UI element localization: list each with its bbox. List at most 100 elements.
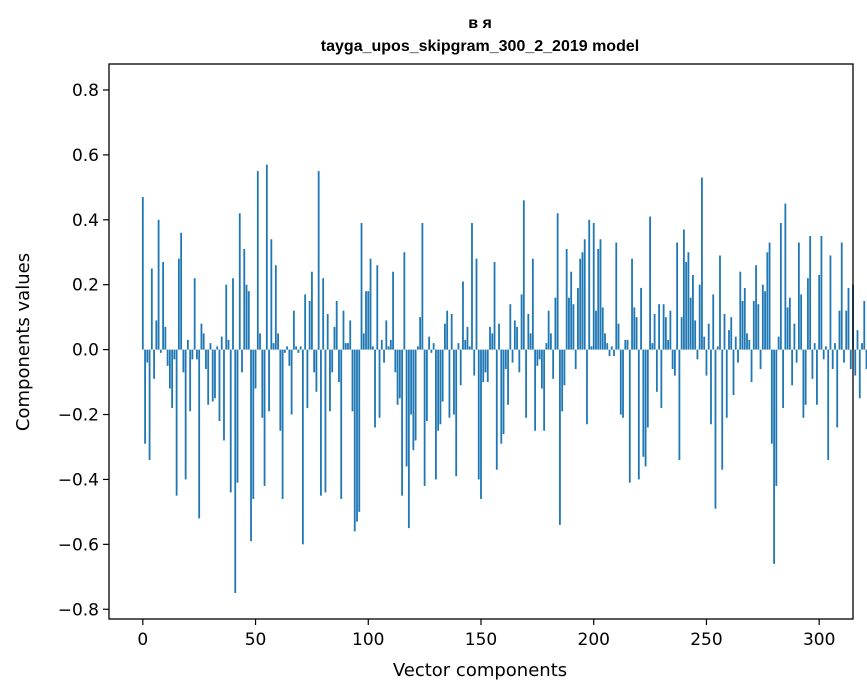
bar — [714, 349, 717, 509]
bar — [694, 320, 697, 350]
bar — [243, 249, 246, 350]
bar — [347, 343, 349, 350]
bar — [387, 346, 390, 350]
bar — [518, 349, 521, 373]
bar — [412, 349, 415, 451]
bar — [425, 349, 428, 422]
bar — [263, 349, 266, 486]
bar — [482, 349, 485, 383]
bar — [516, 326, 518, 350]
bar — [283, 349, 286, 353]
bar — [480, 349, 482, 499]
bar — [311, 271, 313, 350]
bar — [683, 229, 685, 350]
bar — [247, 291, 250, 350]
bar — [858, 349, 861, 399]
bar — [209, 343, 212, 350]
y-tick-label: −0.6 — [58, 535, 99, 555]
bars-group — [141, 164, 867, 594]
bar — [707, 323, 710, 350]
bar — [198, 349, 201, 519]
bar — [865, 349, 867, 370]
bar — [329, 349, 331, 412]
y-tick-label: 0.4 — [72, 211, 99, 231]
bar — [525, 349, 527, 418]
bar — [816, 349, 818, 405]
bar — [581, 252, 584, 350]
bar — [750, 349, 753, 383]
bar — [775, 349, 778, 486]
bar — [189, 349, 192, 412]
bar — [863, 300, 866, 350]
bar — [292, 310, 295, 350]
bar — [559, 349, 561, 525]
chart-title-line1: в я — [468, 15, 492, 32]
bar — [428, 336, 431, 350]
bar — [270, 239, 273, 350]
bar — [407, 349, 410, 529]
bar — [834, 343, 836, 350]
bar — [678, 349, 681, 460]
plot-frame — [108, 63, 854, 620]
bar — [626, 339, 629, 350]
bar — [168, 349, 171, 389]
bar — [216, 346, 219, 350]
bar — [540, 349, 543, 389]
bar — [807, 278, 809, 350]
bar — [673, 349, 676, 376]
bar — [468, 346, 471, 350]
bar — [162, 261, 165, 350]
bar — [159, 349, 162, 353]
bar — [238, 213, 241, 350]
y-tick-label: −0.4 — [58, 470, 99, 490]
bar — [299, 346, 302, 350]
x-tick-label: 100 — [352, 630, 384, 650]
bar — [613, 349, 615, 357]
bar — [177, 258, 180, 350]
bar — [646, 349, 649, 428]
bar — [290, 349, 293, 415]
bar — [549, 333, 552, 350]
bar — [439, 349, 442, 425]
bar — [297, 349, 300, 353]
bar — [385, 320, 388, 350]
bar — [843, 349, 845, 363]
bar — [595, 310, 597, 350]
bar — [827, 349, 830, 460]
bar — [495, 349, 498, 470]
bar — [572, 304, 575, 350]
bar — [831, 349, 834, 370]
bar — [304, 294, 307, 350]
bar — [306, 349, 309, 409]
bar — [599, 239, 602, 350]
bar — [734, 336, 737, 350]
bar — [527, 313, 530, 350]
y-axis: −0.8 −0.6 −0.4 −0.2 0.0 0.2 0.4 0.6 0.8 — [58, 81, 109, 620]
bar — [313, 349, 316, 373]
bar — [150, 268, 153, 350]
bar — [153, 349, 155, 379]
bar — [795, 349, 798, 363]
bar — [770, 349, 773, 444]
bar — [606, 343, 609, 350]
bar — [574, 349, 577, 370]
bar — [367, 291, 370, 350]
bar — [845, 310, 848, 350]
bar — [175, 349, 178, 496]
bar — [838, 310, 841, 350]
bar — [631, 258, 633, 350]
bar — [207, 349, 210, 405]
bar — [538, 349, 541, 360]
bar — [333, 326, 336, 350]
bar — [326, 313, 329, 350]
bar — [586, 349, 588, 425]
bar — [288, 349, 291, 366]
bar — [430, 349, 433, 353]
bar — [658, 304, 661, 350]
bar — [187, 339, 189, 350]
bar — [822, 349, 825, 360]
bar — [676, 242, 679, 350]
bar — [601, 307, 604, 350]
bar — [728, 330, 730, 350]
